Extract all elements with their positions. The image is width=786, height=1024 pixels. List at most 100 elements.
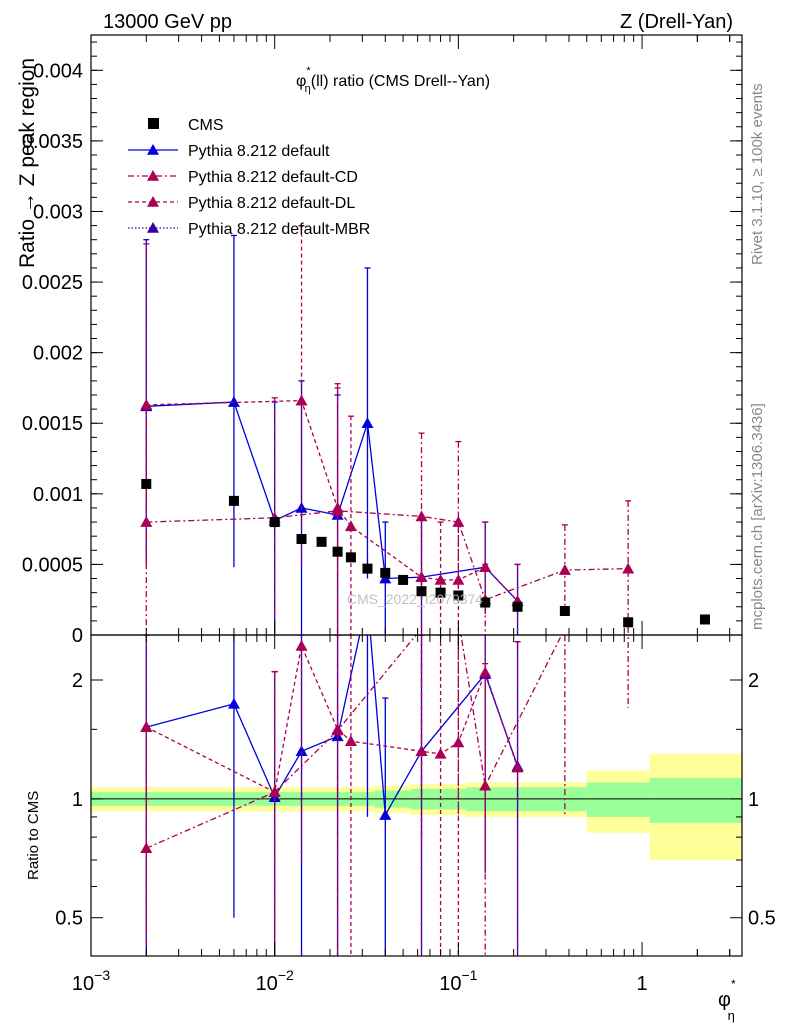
main-dl-marker: [479, 561, 492, 573]
cms-data-point: [453, 590, 464, 601]
x-tick-label: 10−3: [72, 967, 110, 995]
main-cd-marker: [558, 564, 571, 575]
main-y-axis-label: Ratio → Z peak region: [16, 58, 39, 268]
cms-data-point: [228, 495, 239, 506]
process-label: Z (Drell-Yan): [620, 11, 733, 33]
main-default-line: [146, 401, 519, 602]
ratio-panel-frame: [90, 634, 743, 957]
main-y-tick-label: 0.0035: [22, 131, 83, 153]
uncertainty-bands: [91, 753, 742, 861]
x-label-star: *: [731, 977, 736, 991]
main-y-tick-label: 0.003: [33, 201, 83, 223]
cms-data-point: [296, 534, 307, 544]
title-eta: η: [305, 83, 311, 95]
ratio-dl-marker: [295, 639, 308, 651]
ratio-dl-marker: [479, 666, 492, 678]
x-tick-label-base: 1: [636, 973, 647, 995]
main-dl-marker: [344, 520, 357, 532]
ratio-dl-marker: [268, 786, 281, 797]
plot-title: φ* η(ll) ratio (CMS Drell--Yan): [296, 65, 490, 95]
legend-label: Pythia 8.212 default-CD: [188, 169, 358, 186]
x-tick-label-exponent: −3: [94, 967, 110, 983]
x-tick-label-base: 10: [256, 973, 278, 995]
main-dl-marker: [415, 571, 428, 582]
cms-data-point: [435, 587, 446, 598]
legend-cms-marker: [148, 118, 159, 129]
watermark: CMS_2022_I2079374: [347, 591, 483, 607]
cms-data-point: [345, 552, 356, 563]
ratio-y-tick-label-left: 1: [72, 789, 83, 811]
energy-label: 13000 GeV pp: [103, 11, 232, 33]
main-y-tick-label: 0.0005: [22, 554, 83, 576]
ratio-dl-marker: [344, 735, 357, 746]
title-phi: φ: [296, 73, 306, 90]
main-y-tick-label: 0: [72, 625, 83, 647]
ratio-y-tick-label-left: 0.5: [55, 908, 83, 930]
cms-data-point: [362, 563, 373, 574]
ratio-default-line: [146, 635, 519, 818]
ratio-dl-marker: [140, 721, 153, 732]
mcplots-label: mcplots.cern.ch [arXiv:1306.3436]: [749, 403, 766, 630]
ratio-dl-marker: [331, 723, 344, 735]
main-panel-series: [140, 224, 710, 635]
ratio-default-marker: [379, 809, 392, 820]
legend-label: Pythia 8.212 default: [188, 143, 330, 160]
cms-data-point: [269, 517, 280, 528]
legend: CMS Pythia 8.212 default Pythia 8.212 defa…: [128, 117, 370, 238]
cms-data-point: [480, 597, 491, 608]
cms-data-point: [380, 567, 391, 578]
main-y-tick-label: 0.004: [33, 60, 83, 82]
ratio-y-tick-label-right: 1: [748, 789, 759, 811]
ratio-dl-line: [146, 643, 519, 794]
legend-label: Pythia 8.212 default-DL: [188, 195, 355, 212]
x-tick-label-exponent: −2: [278, 967, 294, 983]
main-cd-marker: [140, 516, 153, 527]
main-cd-marker: [415, 510, 428, 522]
ratio-dl-marker: [452, 736, 465, 748]
x-axis-label: φ* η: [718, 977, 736, 1023]
ratio-dl-marker: [434, 747, 447, 759]
band-inner: [649, 777, 742, 823]
x-tick-label-base: 10: [439, 973, 461, 995]
cms-data-point: [332, 546, 343, 557]
main-dl-marker: [434, 573, 447, 585]
ratio-default-marker: [295, 745, 308, 757]
ratio-y-tick-label-right: 2: [748, 670, 759, 692]
main-y-tick-label: 0.0015: [22, 413, 83, 435]
legend-label: CMS: [188, 117, 224, 134]
main-default-marker: [227, 396, 240, 407]
main-cd-marker: [622, 562, 635, 574]
ratio-dl-marker: [511, 761, 524, 773]
cms-data-point: [398, 574, 409, 585]
legend-marker: [147, 170, 159, 181]
ratio-panel-series: [140, 635, 629, 956]
title-rest: (ll) ratio (CMS Drell--Yan): [311, 73, 490, 90]
ratio-default-marker: [227, 697, 240, 709]
x-tick-label-base: 10: [72, 973, 94, 995]
ratio-dl-marker: [415, 745, 428, 757]
legend-label: Pythia 8.212 default-MBR: [188, 221, 370, 238]
rivet-version-label: Rivet 3.1.10, ≥ 100k events: [749, 83, 766, 265]
title-star: *: [306, 65, 311, 77]
x-tick-label: 1: [636, 973, 647, 995]
cms-data-point: [699, 614, 710, 625]
legend-marker: [147, 196, 159, 207]
band-inner: [586, 782, 650, 817]
main-dl-marker: [295, 394, 308, 406]
cms-data-point: [141, 478, 152, 489]
ratio-cd-marker: [479, 779, 492, 791]
main-dl-marker: [452, 573, 465, 585]
main-dl-marker: [331, 501, 344, 513]
main-y-tick-label: 0.002: [33, 343, 83, 365]
main-default-marker: [361, 417, 374, 429]
x-tick-label: 10−2: [256, 967, 294, 995]
legend-marker: [147, 222, 159, 233]
ratio-y-tick-label-left: 2: [72, 670, 83, 692]
axes: 0 0.0005 0.001 0.0015 0.002 0.0025 0.003 0.0035…: [22, 35, 776, 995]
x-label-phi: φ: [718, 989, 731, 1011]
cms-data-point: [416, 586, 427, 597]
ratio-cd-line: [146, 635, 563, 849]
cms-data-point: [316, 536, 327, 547]
main-cd-line: [146, 510, 629, 601]
